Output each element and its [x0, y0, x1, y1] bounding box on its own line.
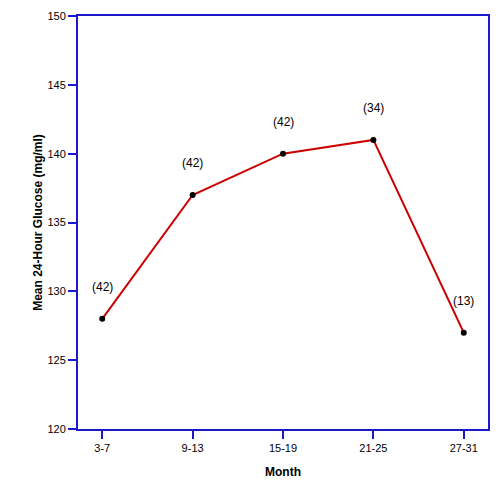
svg-text:Month: Month: [265, 465, 301, 479]
svg-text:125: 125: [47, 354, 65, 366]
svg-text:(42): (42): [92, 280, 113, 294]
svg-text:145: 145: [47, 79, 65, 91]
svg-text:(13): (13): [453, 294, 474, 308]
svg-text:135: 135: [47, 216, 65, 228]
svg-text:(42): (42): [182, 156, 203, 170]
svg-text:15-19: 15-19: [269, 442, 297, 454]
svg-text:140: 140: [47, 148, 65, 160]
svg-text:21-25: 21-25: [359, 442, 387, 454]
svg-text:(42): (42): [273, 115, 294, 129]
svg-text:Mean 24-Hour Glucose (mg/ml): Mean 24-Hour Glucose (mg/ml): [31, 134, 45, 311]
svg-text:9-13: 9-13: [182, 442, 204, 454]
svg-text:130: 130: [47, 285, 65, 297]
svg-text:(34): (34): [363, 101, 384, 115]
svg-text:150: 150: [47, 10, 65, 22]
svg-text:120: 120: [47, 423, 65, 435]
svg-text:27-31: 27-31: [450, 442, 478, 454]
svg-text:3-7: 3-7: [94, 442, 110, 454]
